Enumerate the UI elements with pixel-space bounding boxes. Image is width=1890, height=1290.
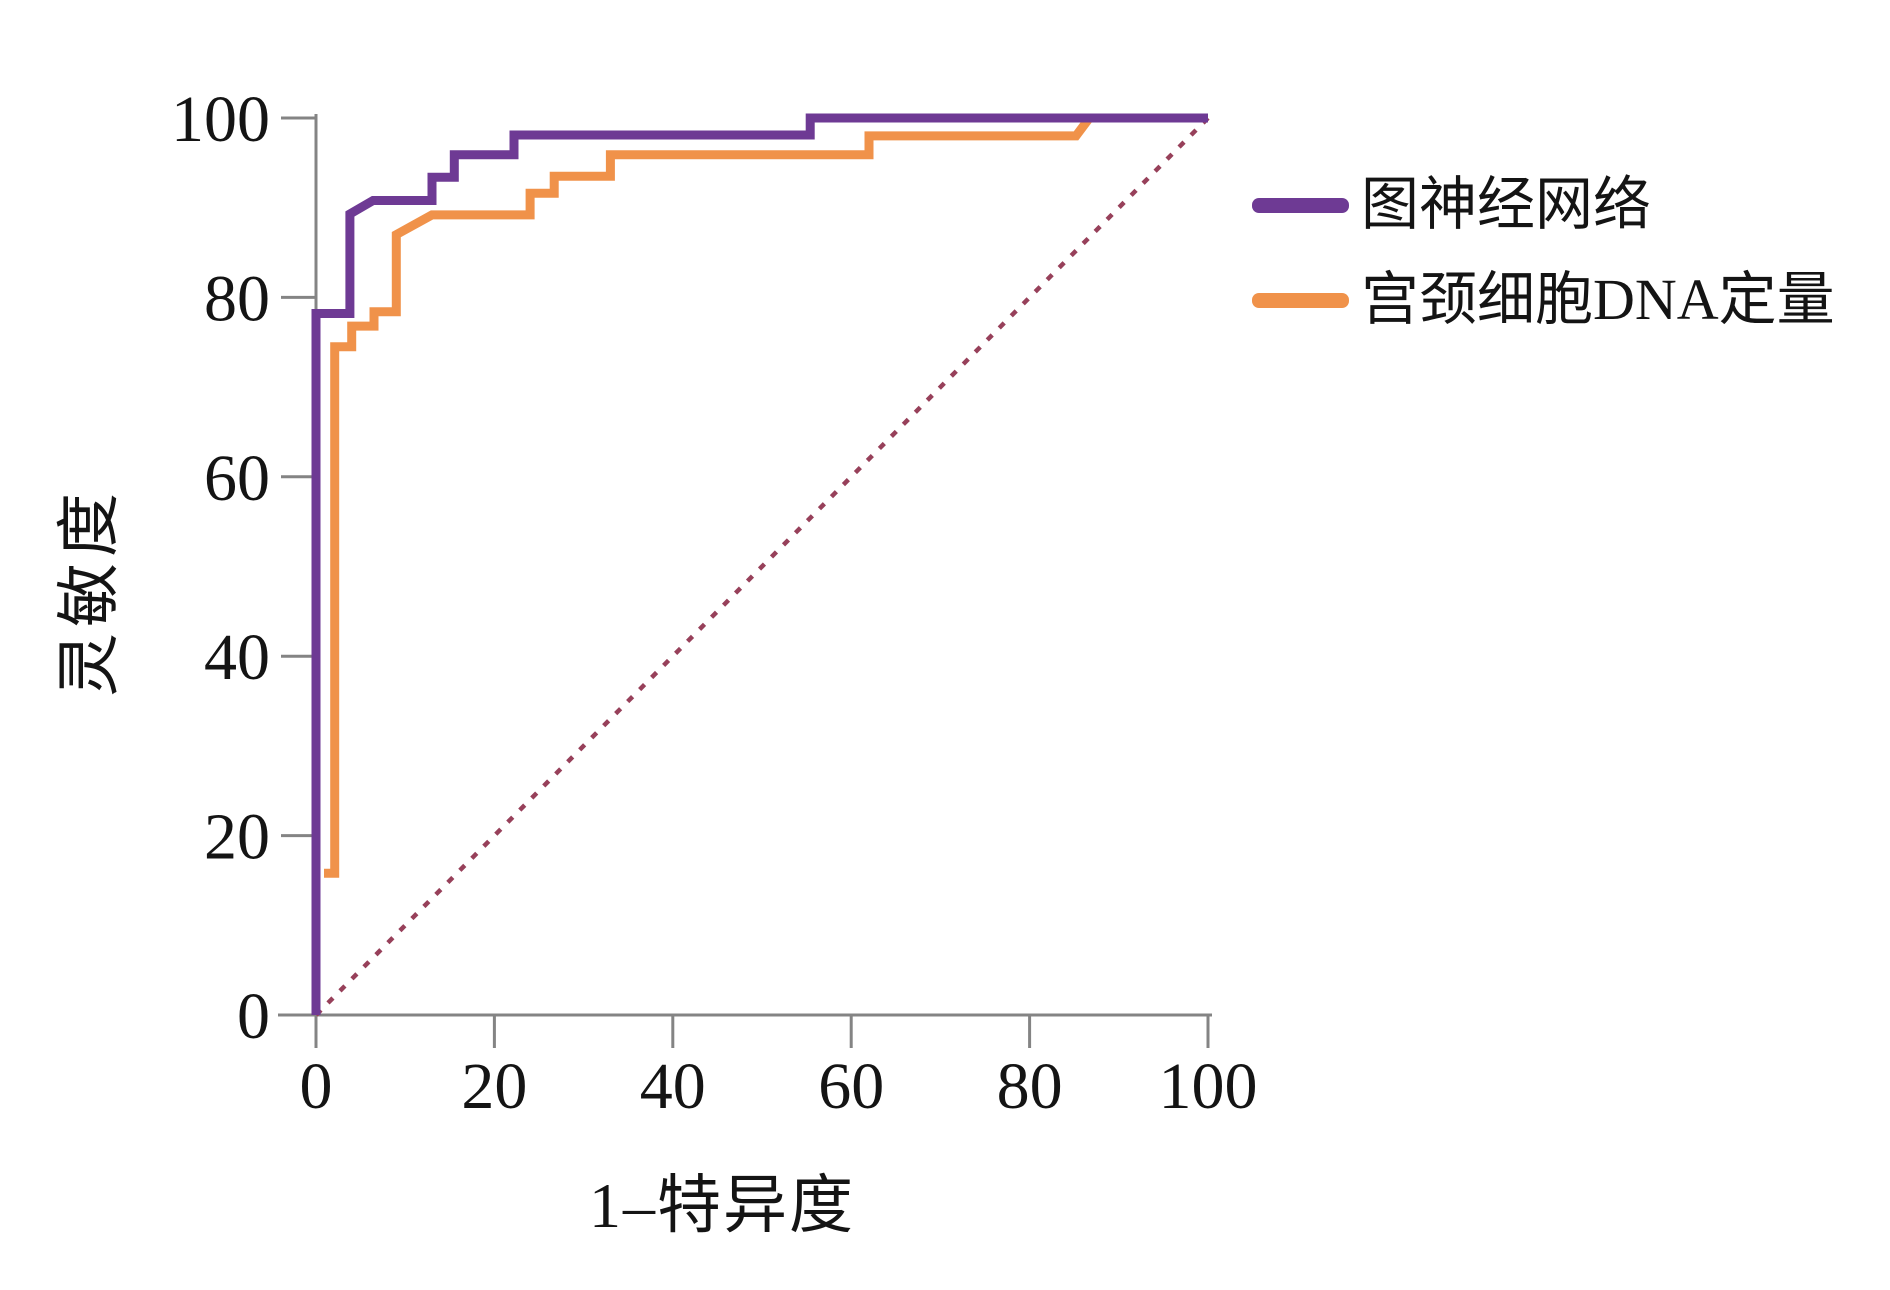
x-tick-label-0: 0 [300,1050,333,1123]
y-tick-label-80: 80 [204,262,270,335]
legend-label-gnn: 图神经网络 [1361,172,1652,237]
legend-swatch-gnn [1252,197,1349,213]
x-tick-label-80: 80 [997,1050,1063,1123]
legend-item-gnn: 图神经网络 [1252,176,1651,234]
y-tick-label-0: 0 [237,980,270,1053]
y-tick-label-60: 60 [204,442,270,515]
legend-swatch-dna-ploidy [1252,292,1349,308]
reference-diagonal [314,116,1210,1017]
x-tick-label-100: 100 [1159,1050,1258,1123]
x-axis-title: 1–特异度 [589,1170,855,1241]
x-tick-label-20: 20 [461,1050,527,1123]
y-tick-label-100: 100 [171,83,270,156]
x-tick-label-60: 60 [818,1050,884,1123]
x-tick-label-40: 40 [640,1050,706,1123]
y-axis-title: 灵敏度 [54,487,125,697]
curve-dna-ploidy [324,113,1208,878]
curve-gnn [311,113,1208,1015]
y-tick-label-20: 20 [204,801,270,874]
legend-label-dna-ploidy: 宫颈细胞DNA定量 [1361,267,1835,332]
y-tick-label-40: 40 [204,621,270,694]
legend-item-dna-ploidy: 宫颈细胞DNA定量 [1252,271,1835,329]
